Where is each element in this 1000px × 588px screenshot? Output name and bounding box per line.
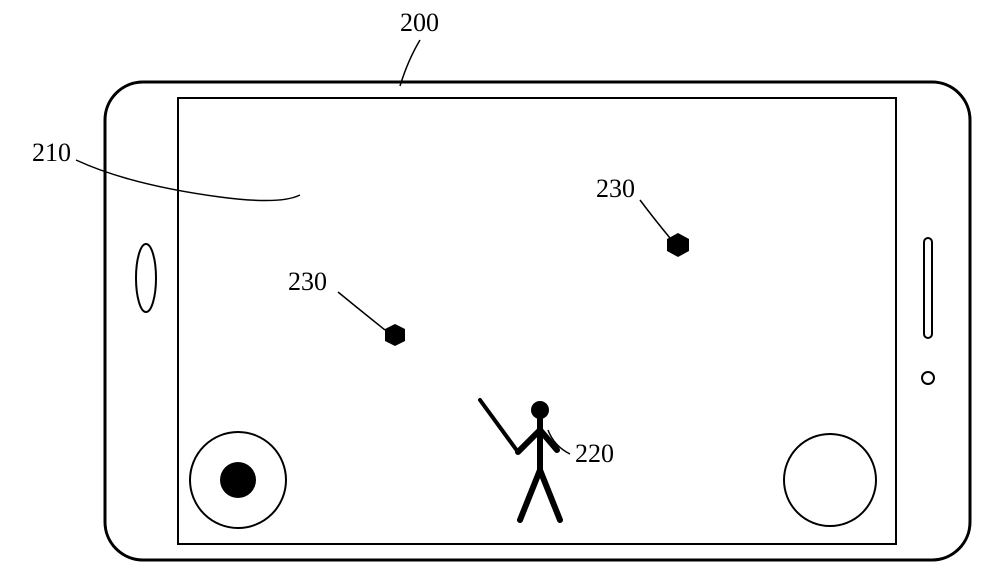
- home-button[interactable]: [136, 244, 156, 312]
- enemy-right: [667, 233, 689, 257]
- leader-230-right: [640, 200, 670, 238]
- joystick-inner[interactable]: [220, 462, 256, 498]
- leader-230-left: [338, 292, 385, 330]
- character-legs: [520, 470, 560, 520]
- figure-canvas: 200 210: [0, 0, 1000, 588]
- label-230-left: 230: [288, 267, 327, 296]
- front-camera: [922, 372, 934, 384]
- label-220: 220: [575, 439, 614, 468]
- device-svg: 230 230 220: [0, 0, 1000, 588]
- character: [480, 400, 560, 520]
- character-sword: [480, 400, 518, 452]
- label-230-right: 230: [596, 174, 635, 203]
- action-button[interactable]: [784, 434, 876, 526]
- speaker-slit: [924, 238, 932, 338]
- enemy-left: [385, 324, 405, 346]
